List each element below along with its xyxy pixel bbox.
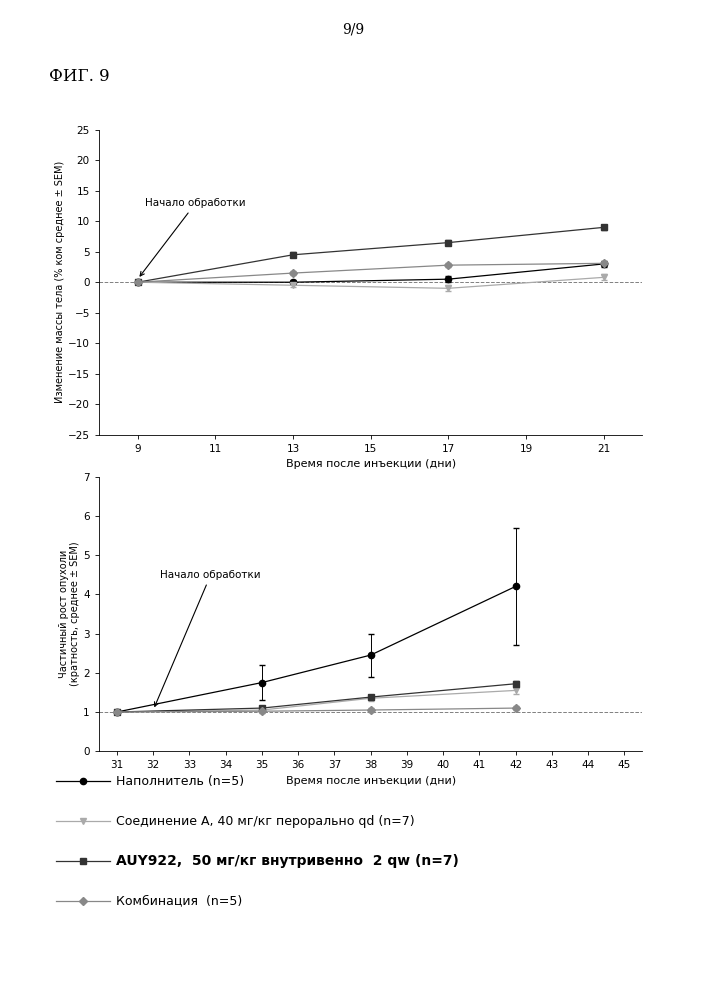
X-axis label: Время после инъекции (дни): Время после инъекции (дни): [286, 460, 455, 470]
Text: Начало обработки: Начало обработки: [140, 198, 246, 276]
Text: Наполнитель (n=5): Наполнитель (n=5): [116, 774, 244, 788]
Text: ФИГ. 9: ФИГ. 9: [49, 68, 110, 85]
Text: Соединение А, 40 мг/кг перорально qd (n=7): Соединение А, 40 мг/кг перорально qd (n=…: [116, 814, 415, 828]
Text: Комбинация  (n=5): Комбинация (n=5): [116, 894, 243, 908]
Text: 9/9: 9/9: [342, 23, 364, 37]
Y-axis label: Изменение массы тела (% ком среднее ± SEM): Изменение массы тела (% ком среднее ± SE…: [55, 161, 65, 404]
Y-axis label: Частичный рост опухоли
(кратность, среднее ± SEM): Частичный рост опухоли (кратность, средн…: [59, 541, 80, 686]
Text: AUY922,  50 мг/кг внутривенно  2 qw (n=7): AUY922, 50 мг/кг внутривенно 2 qw (n=7): [116, 854, 460, 868]
Text: Начало обработки: Начало обработки: [155, 569, 261, 706]
X-axis label: Время после инъекции (дни): Время после инъекции (дни): [286, 776, 455, 786]
